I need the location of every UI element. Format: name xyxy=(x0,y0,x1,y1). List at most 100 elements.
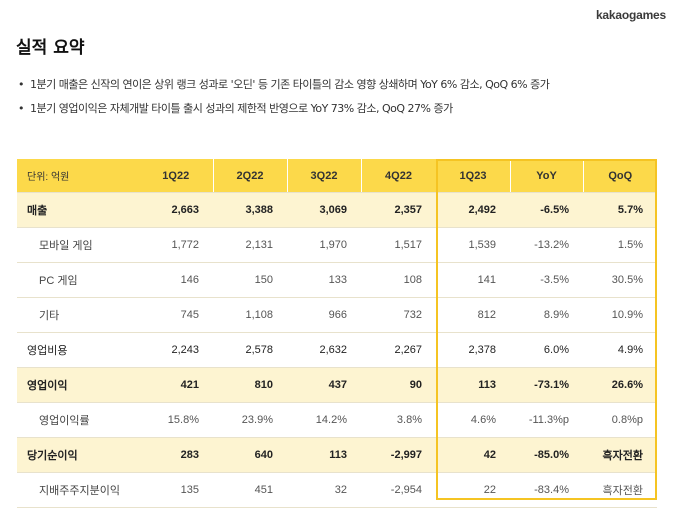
column-header: 1Q23 xyxy=(435,159,510,193)
table-row: PC 게임 146 150 133 108 141 -3.5% 30.5% xyxy=(17,262,657,298)
table-cell: 146 xyxy=(139,262,213,298)
table-cell: 2,632 xyxy=(287,332,361,368)
table-cell: 흑자전환 xyxy=(583,437,657,473)
table-cell: 14.2% xyxy=(287,402,361,438)
table-cell: -85.0% xyxy=(510,437,583,473)
table-row: 영업비용 2,243 2,578 2,632 2,267 2,378 6.0% 4.9% xyxy=(17,332,657,368)
table-cell: 810 xyxy=(213,367,287,403)
table-row: 당기순이익 283 640 113 -2,997 42 -85.0% 흑자전환 xyxy=(17,437,657,473)
table-cell: 2,378 xyxy=(436,332,510,368)
column-header: 1Q22 xyxy=(139,159,213,193)
table-header-row: 단위: 억원 1Q22 2Q22 3Q22 4Q22 1Q23 YoY QoQ xyxy=(17,159,657,193)
row-label: 기타 xyxy=(17,297,139,333)
table-cell: -11.3%p xyxy=(510,402,583,438)
table-cell: 3,069 xyxy=(287,192,361,228)
table-row: 영업이익률 15.8% 23.9% 14.2% 3.8% 4.6% -11.3%p 0.8%p xyxy=(17,402,657,438)
row-label: 당기순이익 xyxy=(17,437,139,473)
bullet-item: • 1분기 매출은 신작의 연이은 상위 랭크 성과로 '오딘' 등 기존 타이틀… xyxy=(18,78,550,102)
table-cell: -2,954 xyxy=(361,472,436,508)
table-cell: -3.5% xyxy=(510,262,583,298)
table-cell: 3.8% xyxy=(361,402,436,438)
table-cell: 1,517 xyxy=(361,227,436,263)
table-cell: 113 xyxy=(287,437,361,473)
table-cell: 1,970 xyxy=(287,227,361,263)
row-label: 매출 xyxy=(17,192,139,228)
table-cell: 745 xyxy=(139,297,213,333)
bullet-dot-icon: • xyxy=(18,102,25,115)
table-cell: 8.9% xyxy=(510,297,583,333)
table-cell: 15.8% xyxy=(139,402,213,438)
row-label: 영업이익 xyxy=(17,367,139,403)
table-row: 매출 2,663 3,388 3,069 2,357 2,492 -6.5% 5.7% xyxy=(17,192,657,228)
table-cell: 113 xyxy=(436,367,510,403)
table-cell: 0.8%p xyxy=(583,402,657,438)
table-cell: 108 xyxy=(361,262,436,298)
row-label: 영업비용 xyxy=(17,332,139,368)
bullet-text: 1분기 매출은 신작의 연이은 상위 랭크 성과로 '오딘' 등 기존 타이틀의… xyxy=(30,78,550,91)
table-cell: 732 xyxy=(361,297,436,333)
row-label: 지배주주지분이익 xyxy=(17,472,139,508)
table-cell: -83.4% xyxy=(510,472,583,508)
bullet-item: • 1분기 영업이익은 자체개발 타이틀 출시 성과의 제한적 반영으로 YoY … xyxy=(18,102,549,126)
table-cell: 흑자전환 xyxy=(583,472,657,508)
table-cell: 2,663 xyxy=(139,192,213,228)
table-cell: 6.0% xyxy=(510,332,583,368)
column-header: 2Q22 xyxy=(212,159,287,193)
row-label: PC 게임 xyxy=(17,262,139,298)
row-label: 모바일 게임 xyxy=(17,227,139,263)
table-row: 영업이익 421 810 437 90 113 -73.1% 26.6% xyxy=(17,367,657,403)
table-cell: 1,539 xyxy=(436,227,510,263)
table-cell: 141 xyxy=(436,262,510,298)
table-cell: 22 xyxy=(436,472,510,508)
results-table-wrapper: 단위: 억원 1Q22 2Q22 3Q22 4Q22 1Q23 YoY QoQ … xyxy=(17,159,657,508)
page-title: 실적 요약 xyxy=(16,38,85,58)
unit-label: 단위: 억원 xyxy=(17,159,139,193)
table-cell: 135 xyxy=(139,472,213,508)
table-cell: 2,578 xyxy=(213,332,287,368)
table-cell: 42 xyxy=(436,437,510,473)
table-cell: 32 xyxy=(287,472,361,508)
table-cell: 2,492 xyxy=(436,192,510,228)
table-cell: 2,243 xyxy=(139,332,213,368)
table-cell: -13.2% xyxy=(510,227,583,263)
table-row: 지배주주지분이익 135 451 32 -2,954 22 -83.4% 흑자전환 xyxy=(17,472,657,508)
kakaogames-logo: kakaogames xyxy=(595,8,666,22)
table-cell: 90 xyxy=(361,367,436,403)
table-cell: 640 xyxy=(213,437,287,473)
table-cell: 3,388 xyxy=(213,192,287,228)
table-cell: 451 xyxy=(213,472,287,508)
table-cell: 5.7% xyxy=(583,192,657,228)
column-header: 4Q22 xyxy=(360,159,436,193)
table-cell: 2,357 xyxy=(361,192,436,228)
table-cell: 26.6% xyxy=(583,367,657,403)
bullet-text: 1분기 영업이익은 자체개발 타이틀 출시 성과의 제한적 반영으로 YoY 7… xyxy=(30,102,453,115)
table-cell: -2,997 xyxy=(361,437,436,473)
results-table: 단위: 억원 1Q22 2Q22 3Q22 4Q22 1Q23 YoY QoQ … xyxy=(17,159,657,508)
table-row: 모바일 게임 1,772 2,131 1,970 1,517 1,539 -13.2% 1.5… xyxy=(17,227,657,263)
table-body: 매출 2,663 3,388 3,069 2,357 2,492 -6.5% 5.7% 모바일 … xyxy=(17,192,657,508)
table-cell: -73.1% xyxy=(510,367,583,403)
column-header: QoQ xyxy=(582,159,657,193)
summary-bullets: • 1분기 매출은 신작의 연이은 상위 랭크 성과로 '오딘' 등 기존 타이틀… xyxy=(18,78,550,126)
table-cell: 23.9% xyxy=(213,402,287,438)
table-cell: 421 xyxy=(139,367,213,403)
table-cell: 10.9% xyxy=(583,297,657,333)
table-cell: 966 xyxy=(287,297,361,333)
table-cell: 150 xyxy=(213,262,287,298)
bullet-dot-icon: • xyxy=(18,78,25,91)
table-cell: 1,108 xyxy=(213,297,287,333)
table-cell: 812 xyxy=(436,297,510,333)
column-header: 3Q22 xyxy=(286,159,361,193)
table-cell: 437 xyxy=(287,367,361,403)
table-cell: 4.6% xyxy=(436,402,510,438)
table-cell: 4.9% xyxy=(583,332,657,368)
table-row: 기타 745 1,108 966 732 812 8.9% 10.9% xyxy=(17,297,657,333)
table-cell: 2,267 xyxy=(361,332,436,368)
table-cell: 1,772 xyxy=(139,227,213,263)
table-cell: 1.5% xyxy=(583,227,657,263)
table-cell: -6.5% xyxy=(510,192,583,228)
table-cell: 30.5% xyxy=(583,262,657,298)
row-label: 영업이익률 xyxy=(17,402,139,438)
table-cell: 2,131 xyxy=(213,227,287,263)
column-header: YoY xyxy=(509,159,583,193)
